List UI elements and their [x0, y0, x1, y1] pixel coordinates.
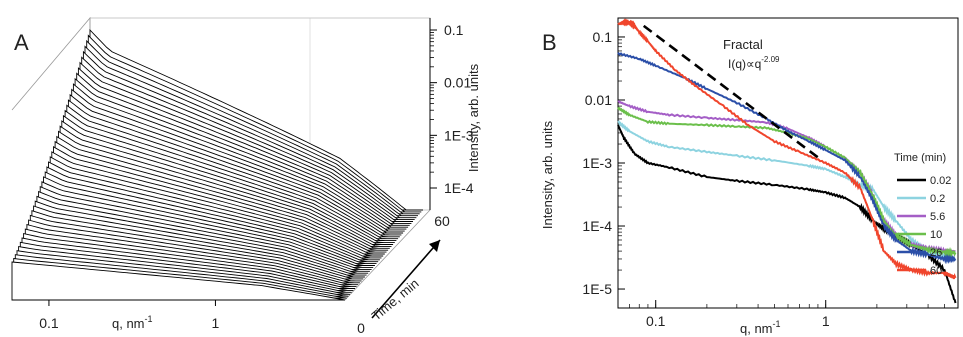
legend-label-0.02: 0.02	[930, 175, 951, 187]
panel-a-label: A	[14, 30, 29, 55]
panel-b-label: B	[542, 30, 557, 55]
right-floor-edge	[344, 209, 431, 301]
y-tick-label-2: 1E-3	[582, 155, 612, 171]
x-tick-label-1: 1	[822, 313, 830, 329]
fractal-formula-base: I(q)∝q	[728, 57, 761, 71]
time-axis-arrowhead	[429, 240, 440, 252]
panel-a-time-axis: 0 60	[357, 213, 450, 336]
time-tick-label-1: 60	[434, 213, 450, 229]
panel-b-x-axis-label: q, nm-1	[740, 319, 781, 336]
panel-b-y-axis-label: Intensity, arb. units	[540, 120, 555, 229]
z-tick-label-3: 1E-4	[444, 180, 474, 196]
legend-label-60: 60	[930, 265, 942, 277]
y-tick-label-1: 0.01	[585, 92, 612, 108]
series-line-10	[617, 106, 957, 258]
fractal-formula-exponent: -2.09	[761, 55, 780, 64]
time-axis-arrow-line	[371, 239, 441, 319]
series-line-60	[617, 18, 957, 280]
y-tick-label-4: 1E-5	[582, 281, 612, 297]
panel-a-x-axis-label: q, nm-1	[112, 314, 153, 331]
x-tick-label-0: 0.1	[646, 313, 666, 329]
legend-label-10: 10	[930, 229, 942, 241]
waterfall-curve	[11, 261, 346, 301]
x-tick-label-0: 0.1	[39, 315, 59, 331]
panel-b-x-axis-label-base: q, nm	[740, 321, 773, 336]
panel-a-x-axis-label-base: q, nm	[112, 316, 145, 331]
panel-b-legend: Time (min) 0.02 0.2 5.6 10 26 60	[894, 152, 951, 277]
legend-label-26: 26	[930, 247, 942, 259]
panel-a-x-ticks: 0.1 1	[39, 300, 220, 331]
panel-b-series-lines	[617, 18, 957, 304]
panel-a-curves	[11, 28, 423, 301]
fractal-fit-dashed-line	[642, 24, 823, 162]
y-tick-label-3: 1E-4	[582, 218, 612, 234]
fractal-title: Fractal	[723, 37, 763, 52]
panel-b-log-log-chart: B 0.1 0.01 1E-3 1E-4 1E-5 0.1 1 Intensity, arb…	[540, 17, 959, 336]
time-tick-label-0: 0	[357, 320, 365, 336]
panel-a-z-axis-label: Intensity, arb. units	[466, 63, 481, 172]
legend-title: Time (min)	[894, 152, 946, 164]
legend-label-5.6: 5.6	[930, 211, 945, 223]
panel-a-x-axis-label-exp: -1	[145, 314, 153, 324]
z-tick-label-2: 1E-3	[444, 127, 474, 143]
panel-a-z-ticks: 0.1 0.01 1E-3 1E-4	[429, 18, 474, 210]
z-tick-label-0: 0.1	[444, 22, 464, 38]
panel-b-x-axis-label-exp: -1	[773, 319, 781, 329]
fractal-formula: I(q)∝q-2.09	[728, 55, 780, 71]
panel-a-time-axis-label: Time, min	[369, 276, 422, 324]
panel-b-ticks: 0.1 0.01 1E-3 1E-4 1E-5 0.1 1	[582, 29, 959, 329]
legend-label-0.2: 0.2	[930, 193, 945, 205]
panel-b-fractal-annotation: Fractal I(q)∝q-2.09	[642, 24, 823, 162]
x-tick-label-1: 1	[212, 315, 220, 331]
z-tick-label-1: 0.01	[444, 75, 471, 91]
y-tick-label-0: 0.1	[593, 29, 613, 45]
